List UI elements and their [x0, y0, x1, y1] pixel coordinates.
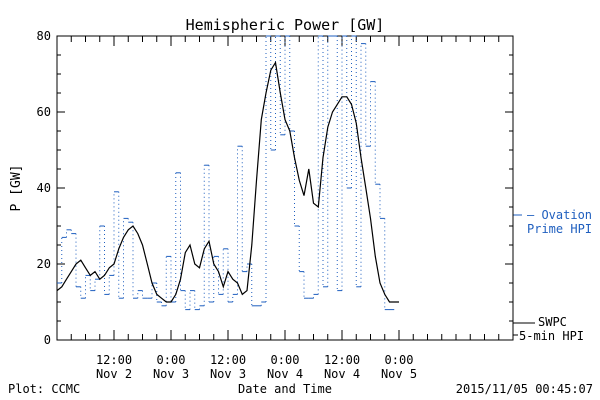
y-tick-label: 60 [37, 105, 51, 119]
x-tick-label-date: Nov 3 [210, 367, 246, 381]
x-tick-label-time: 0:00 [385, 353, 414, 367]
chart-title: Hemispheric Power [GW] [186, 16, 385, 34]
swpc-series-line [56, 60, 399, 303]
x-axis-label: Date and Time [238, 382, 332, 396]
x-tick-label-date: Nov 4 [324, 367, 360, 381]
legend-swpc-line1: SWPC [538, 315, 567, 329]
legend-ovation-line1: — Ovation [527, 208, 592, 222]
x-tick-label-date: Nov 2 [96, 367, 132, 381]
x-tick-label-date: Nov 3 [153, 367, 189, 381]
timestamp-label: 2015/11/05 00:45:07 [456, 382, 593, 396]
y-axis-label: P [GW] [9, 165, 24, 212]
y-tick-label: 20 [37, 257, 51, 271]
x-tick-label-time: 12:00 [210, 353, 246, 367]
plot-source-label: Plot: CCMC [8, 382, 80, 396]
x-tick-label-time: 12:00 [96, 353, 132, 367]
legend-swpc-line2: 5-min HPI [519, 329, 584, 343]
x-tick-label-time: 12:00 [324, 353, 360, 367]
x-tick-label-time: 0:00 [271, 353, 300, 367]
y-tick-label: 80 [37, 29, 51, 43]
y-tick-label: 40 [37, 181, 51, 195]
x-tick-label-time: 0:00 [157, 353, 186, 367]
y-tick-label: 0 [44, 333, 51, 347]
x-tick-label-date: Nov 4 [267, 367, 303, 381]
legend-ovation-line2: Prime HPI [527, 222, 592, 236]
x-tick-label-date: Nov 5 [381, 367, 417, 381]
